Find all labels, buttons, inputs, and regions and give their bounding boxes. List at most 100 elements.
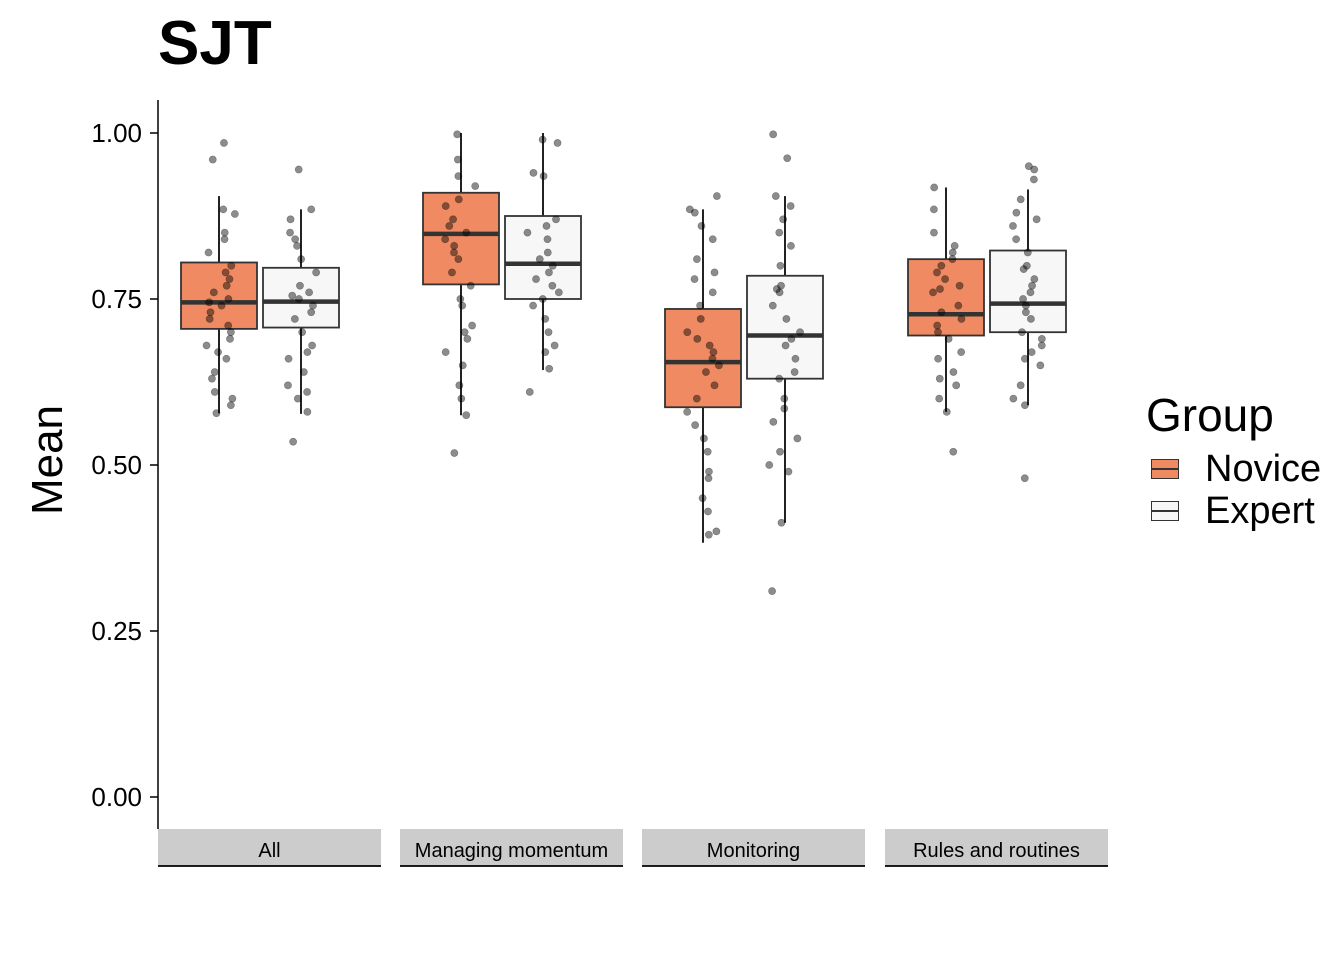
data-point <box>307 308 316 317</box>
facet-strip <box>158 829 381 866</box>
box-novice <box>907 258 985 337</box>
box-novice <box>180 261 258 330</box>
facet-label: Managing momentum <box>415 840 608 862</box>
data-point <box>698 494 707 503</box>
data-point <box>221 268 230 277</box>
data-point <box>471 182 480 191</box>
data-point <box>937 308 946 317</box>
data-point <box>692 394 701 403</box>
data-point <box>1020 354 1029 363</box>
data-point <box>1027 348 1036 357</box>
chart-title: SJT <box>158 9 272 78</box>
data-point <box>708 288 717 297</box>
data-point <box>286 215 295 224</box>
data-point <box>219 205 228 214</box>
data-point <box>204 248 213 257</box>
data-point <box>284 354 293 363</box>
data-point <box>462 228 471 237</box>
data-point <box>690 208 699 217</box>
data-point <box>463 334 472 343</box>
data-point <box>550 341 559 350</box>
data-point <box>553 139 562 147</box>
data-point <box>782 315 791 323</box>
data-point <box>226 328 235 337</box>
data-point <box>303 407 312 416</box>
data-point <box>295 295 303 303</box>
facet-strip <box>400 829 623 866</box>
data-point <box>541 315 550 323</box>
data-point <box>685 205 694 214</box>
data-point <box>206 308 215 317</box>
data-point <box>227 261 236 270</box>
box-expert <box>989 249 1067 334</box>
data-point <box>776 261 785 270</box>
data-point <box>769 130 778 139</box>
legend: Group Novice Expert <box>1146 388 1321 532</box>
data-point <box>1030 275 1039 283</box>
data-point <box>208 155 217 164</box>
data-point <box>309 301 317 310</box>
box-expert <box>504 215 582 300</box>
data-point <box>1020 474 1029 483</box>
data-point <box>1032 215 1041 224</box>
data-point <box>957 348 966 357</box>
data-point <box>775 374 784 383</box>
y-tick-label: 1.00 <box>91 118 142 148</box>
data-point <box>697 222 706 230</box>
data-point <box>693 334 702 343</box>
data-point <box>934 328 942 337</box>
data-point <box>458 361 467 370</box>
data-point <box>226 401 235 410</box>
data-point <box>293 394 302 403</box>
box-novice <box>422 191 500 286</box>
box-expert <box>262 266 340 329</box>
data-point <box>455 381 464 390</box>
data-point <box>208 374 216 383</box>
data-point <box>212 409 221 418</box>
data-point <box>793 434 802 443</box>
data-point <box>1016 381 1025 390</box>
data-point <box>957 315 966 323</box>
data-point <box>299 368 308 376</box>
data-point <box>288 291 297 300</box>
data-point <box>935 374 944 383</box>
data-point <box>297 255 306 264</box>
data-point <box>783 154 792 163</box>
data-point <box>780 394 789 403</box>
data-point <box>703 447 712 456</box>
data-point <box>545 364 554 373</box>
data-point <box>1018 328 1026 337</box>
data-point <box>552 215 560 224</box>
data-point <box>298 328 307 337</box>
data-point <box>786 202 795 210</box>
data-point <box>293 241 301 250</box>
data-point <box>775 288 784 297</box>
data-point <box>935 394 944 403</box>
data-point <box>948 248 957 257</box>
data-point <box>217 301 226 310</box>
facet-label: Monitoring <box>707 840 800 862</box>
data-point <box>779 215 788 224</box>
data-point <box>224 321 233 330</box>
data-point <box>941 275 949 283</box>
facet-label: All <box>258 840 280 862</box>
data-point <box>1009 222 1017 230</box>
data-point <box>704 474 713 483</box>
data-point <box>696 315 705 323</box>
data-point <box>454 195 463 204</box>
data-point <box>790 368 799 376</box>
data-point <box>1021 301 1030 310</box>
data-point <box>453 155 462 164</box>
data-point <box>456 295 465 303</box>
data-point <box>205 315 214 323</box>
data-point <box>445 222 454 230</box>
data-point <box>948 255 957 264</box>
data-point <box>955 281 964 290</box>
data-point <box>952 381 961 390</box>
data-point <box>289 437 298 446</box>
data-point <box>228 394 237 403</box>
data-point <box>457 394 466 403</box>
data-point <box>544 328 553 337</box>
data-point <box>543 235 552 244</box>
data-point <box>225 275 234 283</box>
